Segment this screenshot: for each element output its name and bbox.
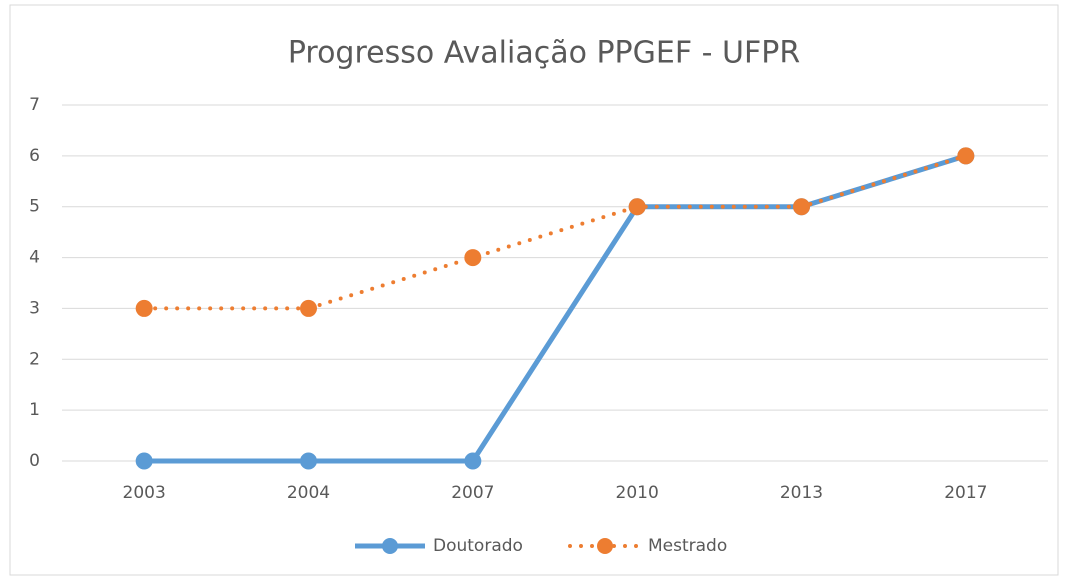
x-tick-label: 2010 [616, 483, 659, 503]
y-tick-label: 1 [29, 400, 40, 420]
chart-title: Progresso Avaliação PPGEF - UFPR [288, 36, 800, 71]
x-tick-label: 2003 [123, 483, 166, 503]
x-tick-label: 2017 [944, 483, 987, 503]
x-tick-label: 2007 [451, 483, 494, 503]
x-tick-label: 2004 [287, 483, 330, 503]
legend-label: Mestrado [648, 536, 727, 556]
y-tick-label: 7 [29, 95, 40, 115]
data-point [135, 452, 153, 470]
data-point [793, 198, 810, 216]
y-tick-label: 6 [29, 146, 40, 166]
data-point [300, 452, 317, 470]
data-point [300, 299, 317, 317]
y-tick-label: 0 [29, 451, 40, 471]
data-point [464, 452, 482, 470]
legend-label: Doutorado [433, 536, 523, 556]
x-tick-label: 2013 [780, 483, 823, 503]
y-tick-label: 5 [29, 197, 40, 217]
series-line [144, 153, 967, 464]
chart-frame [9, 4, 1059, 576]
legend-marker [382, 538, 398, 554]
data-point [464, 249, 482, 267]
data-point [135, 299, 153, 317]
y-tick-label: 4 [29, 248, 40, 268]
data-point [628, 198, 646, 216]
data-point [957, 147, 975, 165]
legend-marker [597, 538, 613, 554]
y-tick-label: 3 [29, 298, 40, 318]
y-tick-label: 2 [29, 349, 40, 369]
